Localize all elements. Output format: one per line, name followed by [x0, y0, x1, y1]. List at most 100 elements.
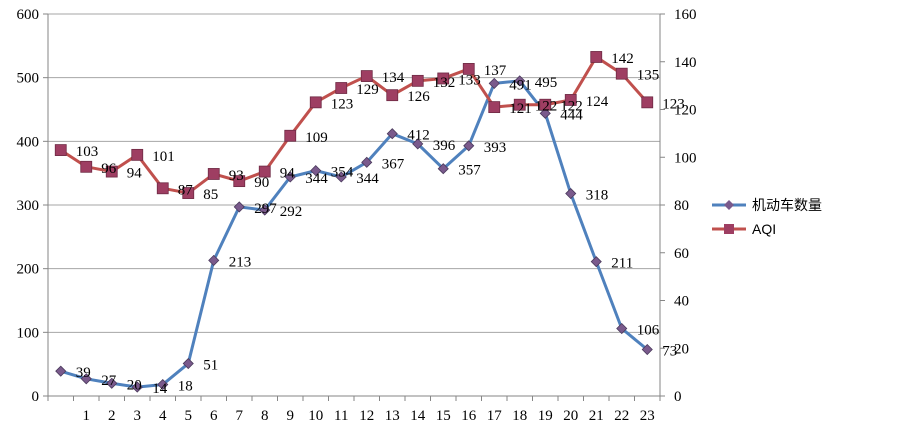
vehicle-count-data-label: 344	[305, 171, 328, 187]
x-tick-label: 3	[134, 408, 142, 424]
vehicle-count-point	[488, 77, 500, 89]
vehicle-count-data-label: 106	[637, 323, 660, 339]
vehicle-count-data-label: 393	[484, 140, 507, 156]
vehicle-count-data-label: 51	[203, 358, 218, 374]
aqi-point	[309, 96, 322, 109]
vehicle-count-data-label: 357	[458, 163, 481, 179]
aqi-data-label: 134	[382, 70, 405, 86]
vehicle-count-data-label: 344	[356, 171, 379, 187]
aqi-data-label: 101	[152, 149, 175, 165]
vehicle-count-point	[361, 156, 373, 168]
y-right-tick-label: 160	[674, 7, 697, 23]
x-tick-label: 16	[461, 408, 477, 424]
vehicle-count-data-label: 18	[178, 379, 193, 395]
vehicle-count-point	[182, 357, 194, 370]
x-tick-label: 15	[436, 408, 451, 424]
vehicle-count-point	[80, 373, 92, 385]
vehicle-count-data-label: 297	[254, 201, 277, 217]
aqi-data-label: 109	[305, 130, 328, 146]
aqi-data-label: 93	[229, 168, 244, 184]
aqi-point	[539, 98, 552, 111]
aqi-data-label: 85	[203, 187, 218, 203]
aqi-data-label: 132	[433, 75, 456, 91]
y-right-tick-label: 140	[674, 55, 697, 71]
vehicle-count-point	[157, 378, 169, 391]
vehicle-count-data-label: 213	[229, 254, 252, 270]
aqi-point	[386, 89, 399, 102]
vehicle-count-data-label: 20	[127, 377, 142, 393]
axes: 0100200300400500600020406080100120140160…	[17, 7, 697, 424]
aqi-point	[54, 144, 67, 156]
vehicle-count-data-label: 444	[560, 107, 583, 123]
aqi-point	[513, 98, 526, 111]
legend-vehicle-count-label: 机动车数量	[752, 197, 822, 213]
y-left-tick-label: 400	[17, 134, 40, 150]
vehicle-count-data-label: 14	[152, 381, 168, 397]
vehicle-count-point	[386, 128, 398, 140]
aqi-data-label: 96	[101, 161, 117, 177]
legend-aqi-marker	[724, 224, 734, 234]
vehicle-count-point	[616, 322, 628, 335]
vehicle-count-data-label: 495	[535, 75, 558, 91]
aqi-point	[641, 96, 654, 109]
vehicle-count-point	[106, 377, 118, 389]
vehicle-count-point	[641, 343, 653, 356]
y-left-tick-label: 600	[17, 7, 40, 23]
aqi-point	[207, 168, 220, 180]
x-tick-label: 22	[614, 408, 629, 424]
aqi-data-label: 129	[356, 82, 379, 98]
vehicle-count-line	[60, 79, 649, 389]
y-right-tick-label: 100	[674, 150, 697, 166]
aqi-point	[615, 67, 628, 80]
x-tick-label: 9	[287, 408, 295, 424]
x-tick-label: 19	[538, 408, 553, 424]
vehicle-count-point	[437, 163, 449, 175]
vehicle-count-data-label: 292	[280, 204, 303, 220]
aqi-point	[411, 74, 424, 87]
vehicle-count-point	[208, 254, 220, 266]
aqi-point	[80, 160, 93, 173]
vehicle-count-point	[55, 365, 67, 377]
aqi-data-label: 137	[484, 63, 507, 79]
aqi-data-label: 123	[662, 96, 685, 112]
y-right-tick-label: 40	[674, 294, 689, 310]
x-tick-label: 23	[640, 408, 655, 424]
legend: 机动车数量 AQI	[712, 197, 822, 237]
y-right-tick-label: 60	[674, 246, 689, 262]
vehicle-count-point	[310, 165, 322, 177]
vehicle-count-data-label: 491	[509, 77, 532, 93]
aqi-point	[284, 129, 297, 142]
x-tick-label: 12	[359, 408, 374, 424]
legend-vehicle-count-marker	[724, 200, 734, 210]
vehicle-count-point	[131, 381, 143, 393]
aqi-point	[590, 51, 603, 63]
aqi-point	[564, 94, 577, 106]
x-tick-label: 5	[185, 408, 193, 424]
vehicle-count-point	[233, 201, 245, 213]
aqi-data-label: 123	[331, 96, 354, 112]
vehicle-count-data-label: 39	[76, 365, 91, 381]
vehicle-count-point	[514, 75, 526, 87]
x-tick-label: 20	[563, 408, 578, 424]
y-right-tick-label: 0	[674, 389, 682, 405]
aqi-data-label: 90	[254, 175, 269, 191]
vehicle-count-point	[539, 107, 551, 119]
vehicle-count-data-label: 367	[382, 156, 405, 172]
x-tick-label: 7	[236, 408, 244, 424]
aqi-point	[156, 182, 169, 195]
aqi-data-label: 135	[637, 68, 660, 84]
x-tick-label: 17	[487, 408, 503, 424]
vehicle-count-point	[463, 140, 475, 152]
y-right-tick-label: 80	[674, 198, 689, 214]
x-tick-label: 21	[589, 408, 604, 424]
aqi-data-label: 122	[535, 99, 558, 115]
vehicle-count-point	[412, 138, 424, 150]
vehicle-count-data-label: 354	[331, 165, 354, 181]
x-tick-label: 2	[108, 408, 116, 424]
aqi-data-label: 133	[458, 72, 481, 88]
vehicle-count-data-label: 73	[662, 344, 677, 360]
y-right-tick-label: 120	[674, 103, 697, 119]
